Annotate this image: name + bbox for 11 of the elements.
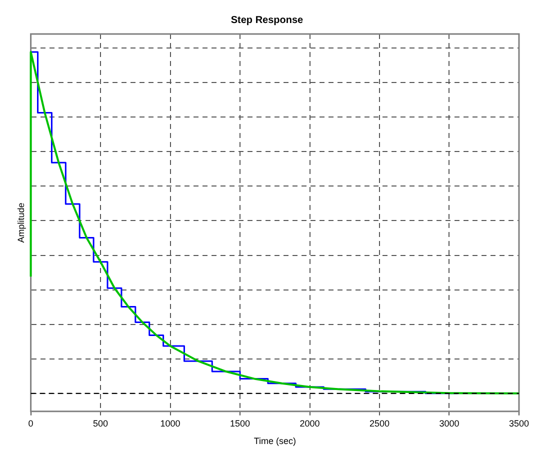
- y-axis-title: Amplitude: [16, 202, 26, 243]
- x-tick-label: 0: [28, 418, 34, 428]
- x-tick-label: 2500: [369, 418, 390, 428]
- x-tick-label: 1000: [160, 418, 180, 428]
- chart-title: Step Response: [230, 14, 304, 26]
- x-tick-label: 500: [93, 418, 108, 428]
- x-axis-title: Time (sec): [254, 436, 296, 446]
- x-tick-label: 2000: [300, 418, 320, 428]
- x-tick-label: 1500: [230, 418, 250, 428]
- x-tick-label: 3500: [508, 418, 530, 428]
- x-tick-label: 3000: [439, 418, 460, 428]
